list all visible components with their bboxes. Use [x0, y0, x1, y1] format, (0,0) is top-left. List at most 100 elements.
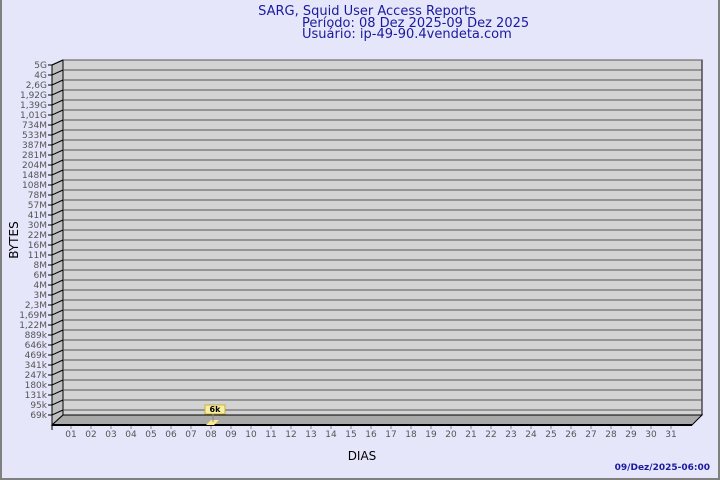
y-tick-mark: [48, 259, 64, 266]
x-tick-label: 06: [165, 430, 177, 440]
y-tick-mark: [48, 169, 64, 176]
y-tick-label: 2,6G: [26, 81, 47, 91]
x-tick-label: 10: [245, 430, 257, 440]
x-tick-label: 04: [125, 430, 137, 440]
x-tick-label: 31: [665, 430, 676, 440]
y-tick-label: 180k: [25, 381, 48, 391]
bars: 6k: [204, 404, 226, 425]
y-tick-label: 108M: [22, 181, 47, 191]
y-tick-label: 8M: [34, 261, 48, 271]
y-tick-mark: [48, 119, 64, 126]
y-tick-label: 281M: [22, 151, 47, 161]
y-tick-label: 148M: [22, 171, 47, 181]
y-tick-label: 646k: [25, 341, 48, 351]
y-tick-label: 131k: [25, 391, 48, 401]
y-tick-mark: [48, 339, 64, 346]
x-tick-label: 09: [225, 430, 237, 440]
back-wall: [62, 59, 703, 416]
floor: [50, 414, 704, 426]
x-tick-label: 24: [525, 430, 537, 440]
y-tick-mark: [48, 179, 64, 186]
x-tick-label: 12: [285, 430, 296, 440]
y-tick-label: 341k: [25, 361, 48, 371]
y-axis-label: BYTES: [7, 221, 21, 258]
y-tick-label: 1,69M: [19, 311, 47, 321]
y-tick-label: 1,92G: [20, 91, 47, 101]
y-tick-mark: [48, 289, 64, 296]
x-tick-label: 18: [405, 430, 417, 440]
x-tick-label: 28: [605, 430, 617, 440]
x-tick-label: 23: [505, 430, 516, 440]
y-tick-mark: [48, 399, 64, 406]
chart-user: Usuário: ip-49-90.4vendeta.com: [302, 27, 512, 42]
y-tick-label: 469k: [25, 351, 48, 361]
y-tick-label: 95k: [30, 401, 47, 411]
y-tick-label: 6M: [34, 271, 48, 281]
y-tick-label: 5G: [34, 61, 47, 71]
y-tick-label: 22M: [28, 231, 47, 241]
x-tick-label: 03: [105, 430, 116, 440]
y-tick-mark: [48, 369, 64, 376]
x-tick-label: 17: [385, 430, 396, 440]
y-axis-ticks: 5G4G2,6G1,92G1,39G1,01G734M533M387M281M2…: [19, 59, 64, 421]
y-tick-mark: [48, 159, 64, 166]
chart-title: SARG, Squid User Access Reports: [258, 4, 476, 19]
y-tick-mark: [48, 309, 64, 316]
x-tick-label: 27: [585, 430, 596, 440]
x-tick-label: 05: [145, 430, 156, 440]
y-tick-label: 69k: [30, 411, 47, 421]
generated-timestamp: 09/Dez/2025-06:00: [615, 463, 710, 473]
y-tick-label: 204M: [22, 161, 47, 171]
y-tick-label: 533M: [22, 131, 47, 141]
x-tick-label: 30: [645, 430, 657, 440]
y-tick-label: 1,22M: [19, 321, 47, 331]
y-tick-mark: [48, 279, 64, 286]
y-tick-mark: [48, 229, 64, 236]
bar-data-label: 6k: [210, 405, 222, 414]
y-tick-mark: [48, 109, 64, 116]
y-tick-mark: [48, 329, 64, 336]
y-tick-mark: [48, 209, 64, 216]
y-tick-mark: [48, 389, 64, 396]
x-tick-label: 29: [625, 430, 637, 440]
y-tick-mark: [48, 189, 64, 196]
y-tick-mark: [48, 239, 64, 246]
y-tick-label: 11M: [28, 251, 47, 261]
x-tick-label: 22: [485, 430, 496, 440]
bar-label-box: [204, 404, 226, 415]
y-tick-label: 4G: [34, 71, 47, 81]
y-tick-label: 734M: [22, 121, 47, 131]
y-tick-mark: [48, 89, 64, 96]
y-tick-mark: [48, 219, 64, 226]
y-tick-mark: [48, 379, 64, 386]
y-tick-label: 1,01G: [20, 111, 47, 121]
y-tick-mark: [48, 299, 64, 306]
y-tick-mark: [48, 249, 64, 256]
y-tick-mark: [48, 349, 64, 356]
y-tick-label: 2,3M: [25, 301, 47, 311]
x-tick-label: 02: [85, 430, 96, 440]
y-tick-mark: [48, 99, 64, 106]
y-tick-label: 4M: [34, 281, 48, 291]
x-tick-label: 19: [425, 430, 437, 440]
grid-lines: [63, 59, 702, 411]
y-tick-mark: [48, 69, 64, 76]
x-tick-label: 07: [185, 430, 196, 440]
y-tick-mark: [48, 199, 64, 206]
y-tick-label: 16M: [28, 241, 47, 251]
y-tick-label: 1,39G: [20, 101, 47, 111]
y-tick-mark: [48, 59, 64, 66]
x-axis-ticks: 01 02 03 04 05 06 07 08 09 10 11 12 13 14 15 16 17 18 19 20…: [65, 425, 677, 440]
y-tick-mark: [48, 319, 64, 326]
y-tick-mark: [48, 139, 64, 146]
x-tick-label: 16: [365, 430, 377, 440]
y-tick-mark: [48, 359, 64, 366]
x-tick-label: 14: [325, 430, 337, 440]
y-tick-label: 57M: [28, 201, 47, 211]
y-tick-label: 3M: [34, 291, 48, 301]
y-tick-mark: [48, 269, 64, 276]
x-axis-label: DIAS: [348, 449, 377, 463]
y-tick-mark: [48, 409, 64, 416]
